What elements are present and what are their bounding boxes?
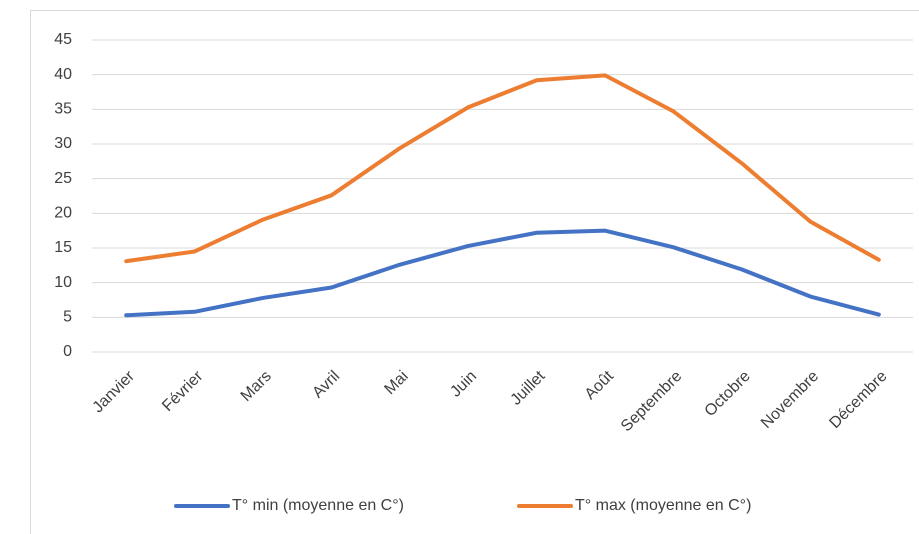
y-tick-label: 5 [63, 309, 72, 326]
y-tick-label: 0 [63, 343, 72, 360]
y-tick-label: 10 [54, 274, 72, 291]
chart-frame [30, 10, 919, 534]
y-tick-label: 35 [54, 101, 72, 118]
legend-label: T° min (moyenne en C°) [232, 497, 404, 514]
y-tick-label: 45 [54, 31, 72, 48]
y-tick-label: 15 [54, 239, 72, 256]
y-tick-label: 25 [54, 170, 72, 187]
y-tick-label: 30 [54, 135, 72, 152]
y-tick-label: 40 [54, 66, 72, 83]
series-line [124, 73, 881, 264]
series-line [124, 228, 881, 318]
legend-label: T° max (moyenne en C°) [575, 497, 751, 514]
y-tick-label: 20 [54, 205, 72, 222]
